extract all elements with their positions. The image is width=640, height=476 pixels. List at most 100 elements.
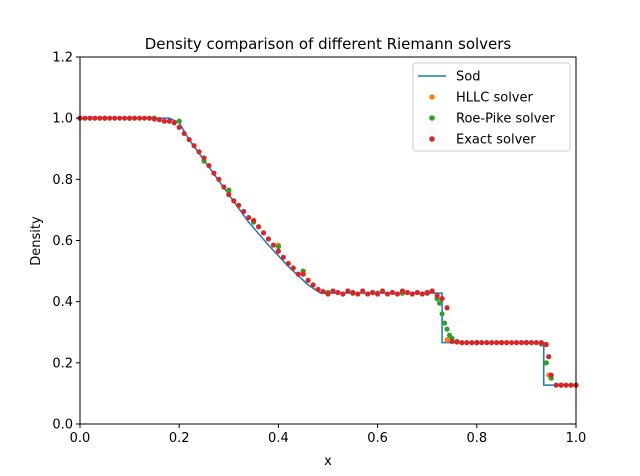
plot-area <box>77 115 579 388</box>
data-point <box>82 115 88 121</box>
data-point <box>325 291 331 297</box>
legend-label: Exact solver <box>456 133 536 148</box>
legend-entry: Sod <box>418 70 480 85</box>
x-tick-label: 0.8 <box>466 431 487 446</box>
legend-box <box>412 62 571 152</box>
x-tick-label: 1.0 <box>566 431 587 446</box>
data-point <box>523 340 530 346</box>
data-point <box>166 118 172 124</box>
data-point <box>280 254 286 260</box>
data-point <box>404 289 410 296</box>
data-point <box>265 236 272 242</box>
data-point <box>553 382 559 388</box>
data-point <box>251 218 257 224</box>
data-point <box>315 286 321 293</box>
data-point <box>211 170 217 176</box>
legend-label: HLLC solver <box>456 91 534 106</box>
data-point <box>429 288 435 294</box>
data-point <box>236 202 242 208</box>
data-point <box>355 291 361 297</box>
data-point <box>201 155 207 161</box>
data-point <box>479 340 485 346</box>
chart-title: Density comparison of different Riemann … <box>145 35 512 53</box>
data-point <box>241 208 247 215</box>
data-point <box>439 296 445 302</box>
data-point <box>335 289 341 296</box>
data-point <box>558 382 564 388</box>
data-point <box>538 340 544 346</box>
x-tick-label: 0.2 <box>169 431 190 446</box>
data-point <box>419 291 425 297</box>
data-point <box>484 340 490 346</box>
data-point <box>345 288 351 294</box>
data-point <box>161 118 167 124</box>
legend-marker-swatch <box>429 94 435 100</box>
data-point <box>513 340 520 346</box>
legend-entry: HLLC solver <box>429 91 534 106</box>
y-tick-label: 0.8 <box>52 173 73 188</box>
data-point <box>399 288 405 294</box>
data-point <box>92 115 98 121</box>
data-point <box>543 360 549 366</box>
data-point <box>171 120 177 126</box>
data-point <box>379 288 386 294</box>
data-point <box>360 288 366 294</box>
y-tick-label: 0.2 <box>52 356 73 371</box>
data-point <box>310 282 316 288</box>
data-point <box>459 340 465 346</box>
data-point <box>528 340 534 346</box>
data-point <box>474 340 480 346</box>
data-point <box>176 118 182 124</box>
y-tick-label: 0.6 <box>52 234 73 249</box>
data-point <box>375 291 381 297</box>
legend-marker-swatch <box>429 136 435 142</box>
data-point <box>469 340 475 346</box>
y-tick-label: 0.4 <box>52 295 73 310</box>
data-point <box>216 176 222 182</box>
data-point <box>127 115 133 121</box>
data-point <box>441 320 448 326</box>
data-point <box>546 354 552 360</box>
data-point <box>181 130 187 137</box>
data-point <box>409 291 415 297</box>
legend-label: Roe-Pike solver <box>456 112 555 127</box>
data-point <box>131 115 138 121</box>
data-point <box>221 184 227 190</box>
data-point <box>186 136 192 143</box>
data-point <box>320 288 326 295</box>
legend: Sod HLLC solver Roe-Pike solver Exact solve… <box>412 62 571 152</box>
data-point <box>87 115 93 121</box>
y-tick-label: 1.0 <box>52 112 73 127</box>
data-point <box>246 214 252 221</box>
data-point <box>454 339 460 345</box>
data-point <box>489 340 495 346</box>
data-point <box>156 117 162 123</box>
x-tick-label: 0.0 <box>70 431 91 446</box>
data-point <box>330 288 336 294</box>
data-point <box>499 340 505 346</box>
data-point <box>439 311 445 317</box>
legend-entry: Exact solver <box>429 133 536 148</box>
y-tick-label: 1.2 <box>52 51 73 66</box>
x-tick-label: 0.4 <box>268 431 289 446</box>
data-point <box>424 289 430 296</box>
data-point <box>384 291 391 297</box>
data-point <box>543 341 549 348</box>
legend-entry: Roe-Pike solver <box>429 112 555 127</box>
data-point <box>97 115 103 121</box>
data-point <box>295 271 301 277</box>
data-point <box>102 115 108 121</box>
data-point <box>285 260 291 267</box>
data-point <box>305 277 311 283</box>
y-axis-label: Density <box>29 216 44 266</box>
data-point <box>518 340 525 346</box>
data-point <box>444 305 450 311</box>
series-exact-solver <box>77 115 579 388</box>
axis-ticks: 0.0 0.2 0.4 0.6 0.8 1.0 0.0 0.2 0.4 0.6 0.8 1.0 1.2 <box>52 51 586 447</box>
data-point <box>141 115 148 121</box>
data-point <box>226 192 232 198</box>
data-point <box>350 289 356 296</box>
data-point <box>414 289 420 296</box>
data-point <box>136 115 143 121</box>
